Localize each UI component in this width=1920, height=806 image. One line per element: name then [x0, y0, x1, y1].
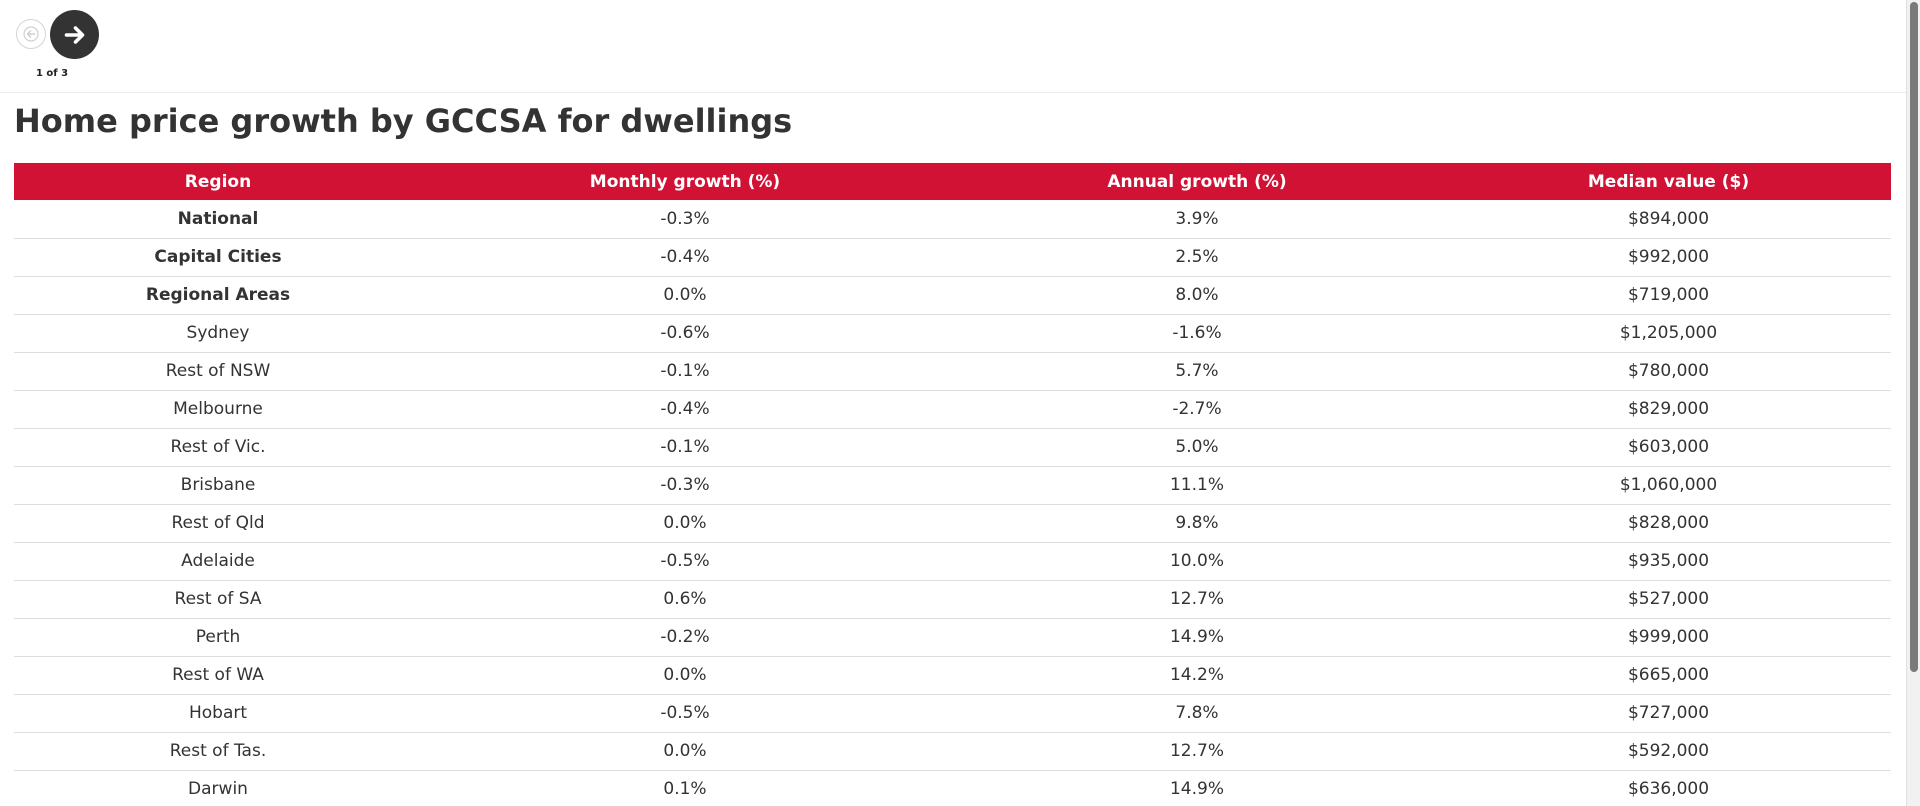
annual-growth-cell: 11.1% — [1169, 475, 1224, 495]
region-cell: Hobart — [188, 703, 248, 723]
region-cell: Rest of Qld — [171, 513, 265, 533]
previous-button[interactable] — [16, 19, 46, 49]
table-row: Regional Areas 0.0% 8.0% $719,000 — [14, 276, 1891, 314]
next-button[interactable] — [50, 10, 99, 59]
monthly-growth-cell: 0.0% — [663, 665, 707, 685]
annual-growth-cell: 2.5% — [1175, 247, 1219, 267]
table-row: Rest of Vic. -0.1% 5.0% $603,000 — [14, 428, 1891, 466]
median-value-cell: $1,205,000 — [1619, 323, 1718, 343]
region-cell: Rest of WA — [172, 665, 264, 685]
monthly-growth-cell: 0.0% — [663, 741, 707, 761]
annual-growth-cell: -2.7% — [1172, 399, 1222, 419]
arrow-left-icon — [23, 26, 39, 42]
region-cell: Capital Cities — [154, 247, 282, 267]
median-value-cell: $719,000 — [1627, 285, 1710, 305]
region-cell: Adelaide — [181, 551, 255, 571]
table-row: Rest of WA 0.0% 14.2% $665,000 — [14, 656, 1891, 694]
page-title: Home price growth by GCCSA for dwellings — [14, 102, 793, 140]
annual-growth-cell: 7.8% — [1175, 703, 1219, 723]
median-value-cell: $999,000 — [1627, 627, 1710, 647]
table-row: Adelaide -0.5% 10.0% $935,000 — [14, 542, 1891, 580]
monthly-growth-cell: -0.5% — [660, 703, 710, 723]
table-row: National -0.3% 3.9% $894,000 — [14, 200, 1891, 238]
annual-growth-cell: 14.9% — [1169, 627, 1224, 647]
monthly-growth-cell: -0.3% — [660, 208, 710, 229]
scrollbar-thumb[interactable] — [1910, 2, 1918, 672]
annual-growth-cell: 14.9% — [1169, 779, 1224, 799]
annual-growth-cell: 14.2% — [1169, 665, 1224, 685]
table-row: Sydney -0.6% -1.6% $1,205,000 — [14, 314, 1891, 352]
region-cell: National — [177, 208, 259, 229]
median-value-cell: $828,000 — [1627, 513, 1710, 533]
slide-navigation: 1 of 3 — [0, 0, 1906, 93]
table-row: Rest of Tas. 0.0% 12.7% $592,000 — [14, 732, 1891, 770]
region-cell: Perth — [195, 627, 241, 647]
annual-growth-cell: 9.8% — [1175, 513, 1219, 533]
median-value-cell: $592,000 — [1627, 741, 1710, 761]
annual-growth-cell: 8.0% — [1175, 285, 1219, 305]
table-row: Rest of SA 0.6% 12.7% $527,000 — [14, 580, 1891, 618]
annual-growth-cell: 3.9% — [1175, 208, 1219, 229]
monthly-growth-cell: -0.3% — [660, 475, 710, 495]
median-value-cell: $935,000 — [1627, 551, 1710, 571]
region-cell: Sydney — [186, 323, 250, 343]
table-row: Rest of NSW -0.1% 5.7% $780,000 — [14, 352, 1891, 390]
table-row: Capital Cities -0.4% 2.5% $992,000 — [14, 238, 1891, 276]
median-value-cell: $992,000 — [1627, 247, 1710, 267]
median-value-cell: $727,000 — [1627, 703, 1710, 723]
monthly-growth-cell: -0.4% — [660, 399, 710, 419]
monthly-growth-cell: -0.4% — [660, 247, 710, 267]
median-value-cell: $636,000 — [1627, 779, 1710, 799]
column-header-region: Region — [184, 171, 252, 192]
annual-growth-cell: 5.7% — [1175, 361, 1219, 381]
table-row: Hobart -0.5% 7.8% $727,000 — [14, 694, 1891, 732]
region-cell: Rest of Tas. — [169, 741, 267, 761]
monthly-growth-cell: -0.6% — [660, 323, 710, 343]
annual-growth-cell: 12.7% — [1169, 741, 1224, 761]
region-cell: Rest of SA — [174, 589, 262, 609]
median-value-cell: $603,000 — [1627, 437, 1710, 457]
column-header-median-value: Median value ($) — [1587, 171, 1750, 192]
table-row: Brisbane -0.3% 11.1% $1,060,000 — [14, 466, 1891, 504]
region-cell: Melbourne — [173, 399, 263, 419]
table-row: Darwin 0.1% 14.9% $636,000 — [14, 770, 1891, 806]
table-header-row: Region Monthly growth (%) Annual growth … — [14, 163, 1891, 200]
growth-table: Region Monthly growth (%) Annual growth … — [14, 163, 1891, 806]
monthly-growth-cell: 0.0% — [663, 513, 707, 533]
table-body: National -0.3% 3.9% $894,000 Capital Cities -… — [14, 200, 1891, 806]
region-cell: Rest of Vic. — [170, 437, 266, 457]
column-header-monthly-growth: Monthly growth (%) — [589, 171, 781, 192]
monthly-growth-cell: -0.1% — [660, 361, 710, 381]
monthly-growth-cell: 0.6% — [663, 589, 707, 609]
median-value-cell: $665,000 — [1627, 665, 1710, 685]
table-row: Perth -0.2% 14.9% $999,000 — [14, 618, 1891, 656]
region-cell: Regional Areas — [145, 285, 291, 305]
monthly-growth-cell: -0.1% — [660, 437, 710, 457]
median-value-cell: $527,000 — [1627, 589, 1710, 609]
annual-growth-cell: 12.7% — [1169, 589, 1224, 609]
median-value-cell: $780,000 — [1627, 361, 1710, 381]
annual-growth-cell: 5.0% — [1175, 437, 1219, 457]
median-value-cell: $894,000 — [1627, 208, 1710, 229]
annual-growth-cell: 10.0% — [1169, 551, 1224, 571]
monthly-growth-cell: 0.0% — [663, 285, 707, 305]
column-header-annual-growth: Annual growth (%) — [1107, 171, 1287, 192]
annual-growth-cell: -1.6% — [1172, 323, 1222, 343]
vertical-scrollbar[interactable] — [1906, 0, 1920, 806]
region-cell: Darwin — [188, 779, 248, 799]
page-indicator: 1 of 3 — [35, 68, 69, 79]
monthly-growth-cell: 0.1% — [663, 779, 707, 799]
table-row: Melbourne -0.4% -2.7% $829,000 — [14, 390, 1891, 428]
monthly-growth-cell: -0.2% — [660, 627, 710, 647]
region-cell: Brisbane — [180, 475, 256, 495]
arrow-right-icon — [64, 25, 84, 44]
monthly-growth-cell: -0.5% — [660, 551, 710, 571]
median-value-cell: $829,000 — [1627, 399, 1710, 419]
table-row: Rest of Qld 0.0% 9.8% $828,000 — [14, 504, 1891, 542]
median-value-cell: $1,060,000 — [1619, 475, 1718, 495]
region-cell: Rest of NSW — [165, 361, 271, 381]
